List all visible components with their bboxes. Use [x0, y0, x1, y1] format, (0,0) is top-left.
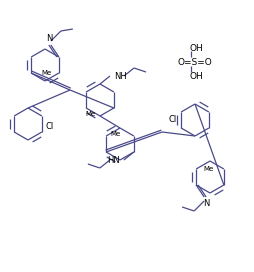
Text: Me: Me [202, 166, 213, 172]
Text: Me: Me [41, 70, 52, 76]
Text: N: N [45, 34, 52, 43]
Text: OH: OH [189, 72, 203, 81]
Text: NH: NH [114, 72, 126, 81]
Text: Me: Me [85, 111, 96, 117]
Text: OH: OH [189, 44, 203, 52]
Text: O=S=O: O=S=O [177, 57, 212, 66]
Text: Cl: Cl [46, 122, 54, 131]
Text: HN: HN [107, 156, 119, 165]
Text: N: N [202, 199, 209, 208]
Text: Cl: Cl [168, 115, 177, 124]
Text: Me: Me [110, 131, 120, 137]
